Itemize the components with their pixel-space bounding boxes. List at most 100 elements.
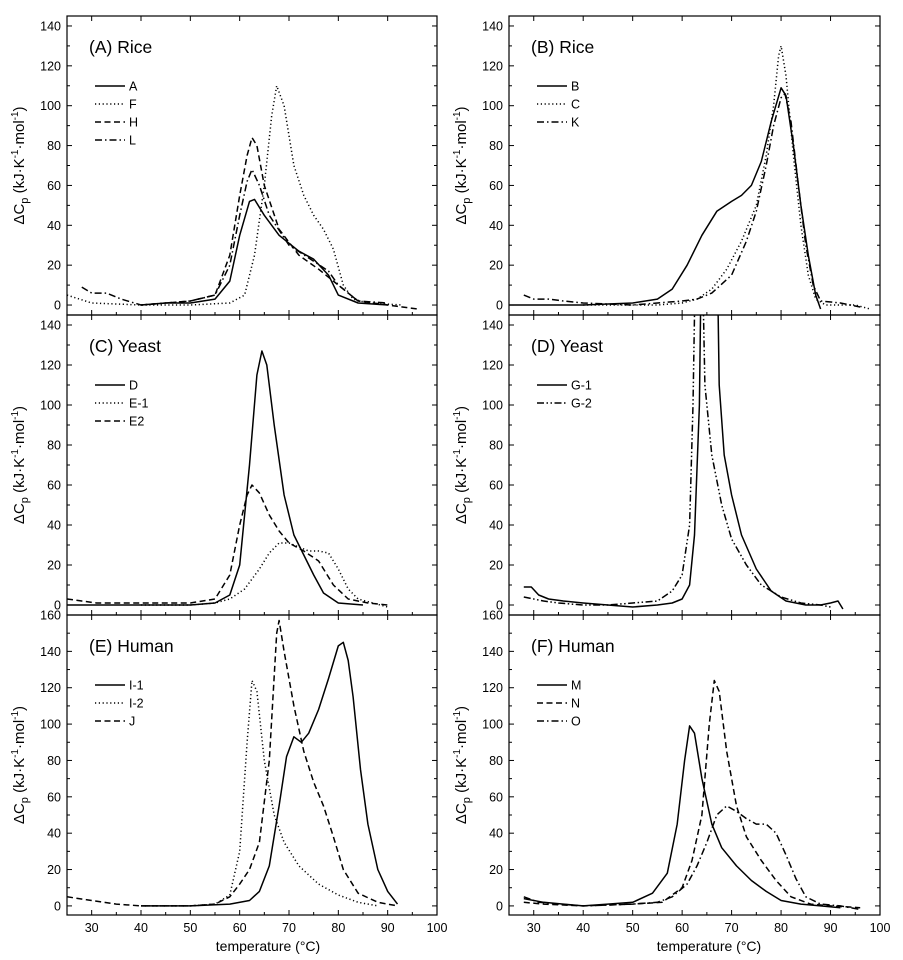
y-axis-label: ΔCp (kJ·K-1·mol-1) [452,106,473,224]
x-tick-label: 100 [870,921,891,935]
y-tick-label: 100 [40,99,61,113]
series-line-M [523,725,841,909]
y-tick-label: 140 [40,319,61,333]
y-axis-label: ΔCp (kJ·K-1·mol-1) [10,106,31,224]
legend-label: E-1 [129,397,149,411]
legend-label: H [129,116,138,130]
y-tick-label: 80 [47,439,61,453]
series-line-J [67,619,398,907]
series-line-E-1 [141,542,388,608]
y-tick-label: 160 [40,609,61,623]
series-line-I-1 [141,641,399,907]
x-axis-label-left: temperature (°C) [216,938,320,954]
y-tick-label: 140 [40,19,61,33]
y-tick-label: 80 [489,754,503,768]
plot-frame [66,614,438,916]
y-axis-label: ΔCp (kJ·K-1·mol-1) [452,706,473,824]
panel-6: 0 20 40 60 80 100 120 140 160 30 40 50 60 70 80 90 100 ΔC… [452,609,890,936]
legend-label: E2 [129,415,144,429]
panel-title: (D) Yeast [531,336,603,356]
y-tick-label: 80 [489,139,503,153]
legend-label: N [571,697,580,711]
y-tick-label: 120 [40,59,61,73]
y-tick-label: 60 [489,790,503,804]
x-tick-label: 90 [381,921,395,935]
y-tick-label: 120 [40,681,61,695]
panel-2: 0 20 40 60 80 100 120 140 ΔCp (kJ·K-1·mol-1) (B) … [452,15,881,316]
series-line-A [140,198,388,306]
legend-label: O [571,715,581,729]
panel-1: 0 20 40 60 80 100 120 140 ΔCp (kJ·K-1·mol-1) (A) … [10,15,438,316]
legend-label: F [129,98,137,112]
y-tick-label: 60 [47,479,61,493]
y-tick-label: 160 [482,609,503,623]
y-tick-label: 40 [47,219,61,233]
x-tick-label: 60 [675,921,689,935]
y-tick-label: 40 [47,827,61,841]
series-line-K [523,92,861,308]
panel-3: 0 20 40 60 80 100 120 140 ΔCp (kJ·K-1·mol-1) (C) … [10,314,438,616]
y-tick-label: 140 [482,319,503,333]
y-tick-label: 60 [47,790,61,804]
legend-label: B [571,80,579,94]
y-axis-label: ΔCp (kJ·K-1·mol-1) [10,406,31,524]
x-tick-label: 60 [233,921,247,935]
y-tick-label: 80 [47,139,61,153]
panel-5: 0 20 40 60 80 100 120 140 160 30 40 50 60 70 80 90 100 ΔC… [10,609,447,936]
y-tick-label: 100 [482,99,503,113]
y-tick-label: 20 [489,863,503,877]
series-line-I-2 [141,679,378,907]
y-axis-label: ΔCp (kJ·K-1·mol-1) [452,406,473,524]
y-tick-label: 40 [489,827,503,841]
y-tick-label: 80 [47,754,61,768]
y-tick-label: 140 [40,645,61,659]
y-tick-label: 120 [482,359,503,373]
series-line-C [583,45,871,310]
y-tick-label: 60 [489,179,503,193]
y-tick-label: 140 [482,19,503,33]
x-tick-label: 70 [725,921,739,935]
legend-label: M [571,679,581,693]
y-tick-label: 20 [489,559,503,573]
y-tick-label: 20 [47,559,61,573]
x-tick-label: 40 [576,921,590,935]
y-tick-label: 100 [482,718,503,732]
x-tick-label: 80 [331,921,345,935]
panel-title: (A) Rice [89,37,152,57]
panel-title: (C) Yeast [89,336,161,356]
y-tick-label: 0 [54,299,61,313]
panel-title: (B) Rice [531,37,594,57]
y-tick-label: 40 [489,519,503,533]
y-tick-label: 0 [496,599,503,613]
series-line-F [67,85,403,306]
y-tick-label: 60 [47,179,61,193]
legend-label: I-1 [129,679,144,693]
x-axis-label-right: temperature (°C) [657,938,761,954]
legend-label: D [129,379,138,393]
y-tick-label: 20 [47,863,61,877]
panel-4: 0 20 40 60 80 100 120 140 ΔCp (kJ·K-1·mol-1) (D) … [452,314,881,616]
series-line-E2 [67,484,388,606]
x-tick-label: 70 [282,921,296,935]
y-tick-label: 40 [489,219,503,233]
y-tick-label: 0 [54,899,61,913]
legend-label: K [571,116,580,130]
x-tick-label: 40 [134,921,148,935]
y-tick-label: 100 [40,718,61,732]
y-tick-label: 140 [482,645,503,659]
series-line-G-1 [523,315,844,610]
plot-frame [508,15,881,316]
series-line-D [67,350,364,606]
x-tick-label: 50 [183,921,197,935]
x-tick-label: 30 [85,921,99,935]
series-line-G-2 [523,315,831,608]
series-line-O [523,805,861,911]
panel-title: (E) Human [89,636,174,656]
legend-label: I-2 [129,697,144,711]
x-tick-label: 90 [824,921,838,935]
series-line-H [140,136,418,310]
y-tick-label: 100 [40,399,61,413]
y-tick-label: 120 [40,359,61,373]
x-tick-label: 100 [427,921,448,935]
